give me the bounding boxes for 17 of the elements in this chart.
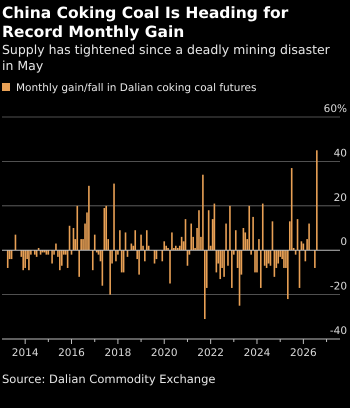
source-note: Source: Dalian Commodity Exchange — [2, 372, 216, 386]
x-tick-label: 2020 — [150, 347, 178, 359]
y-tick-label: 20 — [334, 192, 347, 204]
x-tick-label: 2016 — [58, 347, 86, 359]
y-tick-label: -40 — [330, 325, 347, 337]
x-tick-label: 2026 — [290, 347, 318, 359]
legend-label: Monthly gain/fall in Dalian coking coal futures — [16, 82, 256, 94]
x-tick-label: 2014 — [12, 347, 39, 359]
y-tick-label: -20 — [330, 280, 347, 293]
y-tick-label: 40 — [334, 147, 347, 160]
y-tick-label: 0 — [340, 236, 347, 248]
chart-subtitle: Supply has tightened since a deadly mining disaster in May — [2, 42, 331, 73]
x-tick-label: 2024 — [244, 347, 271, 359]
chart-title: China Coking Coal Is Heading for Record Monthly Gain — [2, 4, 289, 41]
x-tick-label: 2018 — [104, 347, 132, 359]
x-tick-label: 2022 — [197, 347, 224, 359]
y-tick-label: 60% — [324, 103, 348, 115]
